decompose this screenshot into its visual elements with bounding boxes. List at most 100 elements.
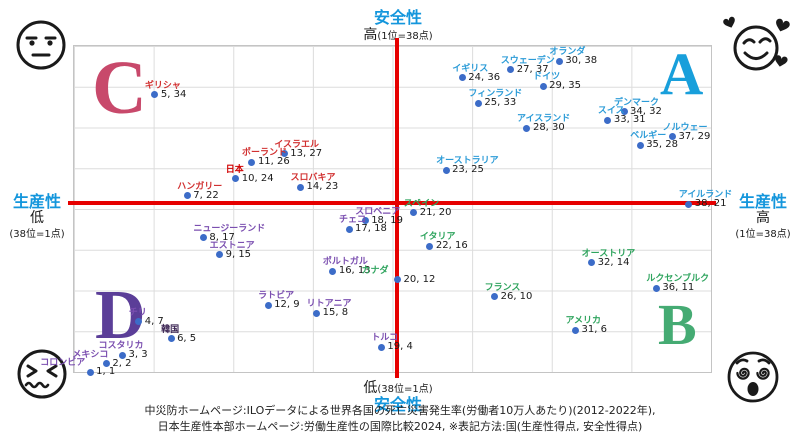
country-label-チリ: チリ [128,307,147,318]
value-label-フィンランド: 25, 33 [484,97,517,109]
country-label-アメリカ: アメリカ [565,316,602,327]
country-label-メキシコ: メキシコ [72,349,109,360]
value-label-イタリア: 22, 16 [435,240,468,252]
value-label-韓国: 6, 5 [177,332,197,344]
country-label-コロンビア: コロンビア [40,358,86,369]
country-label-スウェーデン: スウェーデン [500,55,555,66]
value-label-ルクセンブルク: 36, 11 [662,282,695,294]
value-label-日本: 10, 24 [241,172,274,184]
value-label-ハンガリー: 7, 22 [193,189,219,201]
right-axis-title: 生産性 [738,192,787,211]
value-label-アイルランド: 38, 21 [694,198,727,210]
productivity-axis-line [68,201,716,206]
data-point-スウェーデン [507,66,515,74]
value-label-デンマーク: 34, 32 [630,105,662,117]
data-point-カナダ [394,276,402,284]
safety-axis-line [394,38,399,378]
data-point-チリ [135,318,143,326]
data-point-ルクセンブルク [652,284,660,292]
left-axis-sub-small: (38位=1点) [9,228,65,240]
country-label-ニュージーランド: ニュージーランド [193,223,266,234]
data-point-イギリス [458,74,466,82]
country-label-ラトビア: ラトビア [258,291,295,302]
data-point-デンマーク [620,108,628,116]
value-label-トルコ: 19, 4 [387,341,413,353]
data-point-フィンランド [474,99,482,107]
country-label-イギリス: イギリス [452,63,489,74]
country-label-アイルランド: アイルランド [678,190,733,201]
value-label-アイスランド: 28, 30 [532,122,565,134]
value-label-ポルトガル: 16, 13 [338,265,371,277]
data-point-アイルランド [685,200,693,208]
left-axis-title: 生産性 [12,192,61,211]
country-label-トルコ: トルコ [371,333,399,344]
data-point-ポルトガル [329,267,337,275]
data-point-スロベニア [361,217,369,225]
top-axis-sub-small: (1位=38点) [377,31,433,42]
country-label-ポーランド: ポーランド [241,148,287,159]
value-label-メキシコ: 2, 2 [112,357,132,369]
country-label-フランス: フランス [484,282,521,293]
right-axis-sub-small: (1位=38点) [735,228,791,240]
source-footer: 中災防ホームページ:ILOデータによる世界各国の死亡災害発生率(労働者10万人あ… [0,403,800,435]
country-label-イタリア: イタリア [419,232,456,243]
value-label-オーストリア: 32, 14 [597,256,630,268]
country-label-リトアニア: リトアニア [306,299,352,310]
country-label-オーストラリア: オーストラリア [436,156,499,167]
expressionless-face-icon [16,20,66,70]
value-label-リトアニア: 15, 8 [322,307,349,319]
country-label-ポルトガル: ポルトガル [322,257,368,268]
country-label-デンマーク: デンマーク [614,97,660,108]
country-label-日本: 日本 [225,164,244,175]
source-footer-line1: 中災防ホームページ:ILOデータによる世界各国の死亡災害発生率(労働者10万人あ… [144,404,656,417]
value-label-スウェーデン: 27, 37 [516,63,549,75]
value-label-チリ: 4, 7 [144,315,164,327]
data-point-コロンビア [86,368,94,376]
quivering-squint-face-icon [17,349,67,399]
data-point-ドイツ [539,82,547,90]
value-label-スペイン: 21, 20 [419,206,452,218]
value-label-ベルギー: 35, 28 [646,139,678,151]
quadrant-letter-d: D [95,277,146,354]
country-label-ルクセンブルク: ルクセンブルク [646,274,710,285]
country-label-コスタリカ: コスタリカ [98,341,144,352]
country-label-オーストリア: オーストリア [581,248,636,259]
country-label-スロバキア: スロバキア [290,173,336,184]
country-label-スペイン: スペイン [403,198,440,209]
source-footer-line2: 日本生産性本部ホームページ:労働生産性の国際比較2024, ※表記方法:国(生産… [157,419,643,433]
country-label-スイス: スイス [597,106,625,116]
data-point-ベルギー [636,141,644,149]
data-point-オーストラリア [442,166,450,174]
value-label-チェコ: 17, 18 [355,223,387,235]
top-axis-sub-big: 高 [363,27,378,43]
bottom-axis-sub-small: (38位=1点) [377,384,433,395]
value-label-コスタリカ: 3, 3 [128,349,148,361]
quadrant-letter-b: B [658,292,697,357]
left-axis-subtitle: 低 (38位=1点) [2,209,72,241]
country-label-アイスランド: アイスランド [516,114,571,125]
value-label-ニュージーランド: 8, 17 [209,231,235,243]
left-axis-sub-big: 低 [30,210,44,226]
bottom-axis-subtitle: 低(38位=1点) [338,377,458,397]
bottom-axis-title: 安全性 [373,395,422,414]
country-label-ベルギー: ベルギー [630,131,667,142]
data-point-日本 [232,175,240,183]
data-point-ノルウェー [669,133,677,141]
country-label-ドイツ: ドイツ [533,72,561,83]
value-label-アメリカ: 31, 6 [581,324,607,336]
country-label-イスラエル: イスラエル [274,139,320,150]
value-label-フランス: 26, 10 [500,290,533,302]
data-point-アイスランド [523,124,531,132]
value-label-ラトビア: 12, 9 [274,299,300,311]
data-point-イスラエル [280,150,288,158]
value-label-イギリス: 24, 36 [468,71,501,83]
data-point-メキシコ [102,360,110,368]
value-label-ドイツ: 29, 35 [549,80,581,92]
country-label-エストニア: エストニア [209,240,255,251]
right-axis-subtitle: 高 (1位=38点) [728,209,798,241]
quadrant-letter-a: A [660,41,704,107]
data-point-ラトビア [264,301,272,309]
bottom-axis-sub-big: 低 [363,380,378,396]
value-label-スイス: 33, 31 [613,114,646,125]
dizzy-face-icon [727,351,779,403]
